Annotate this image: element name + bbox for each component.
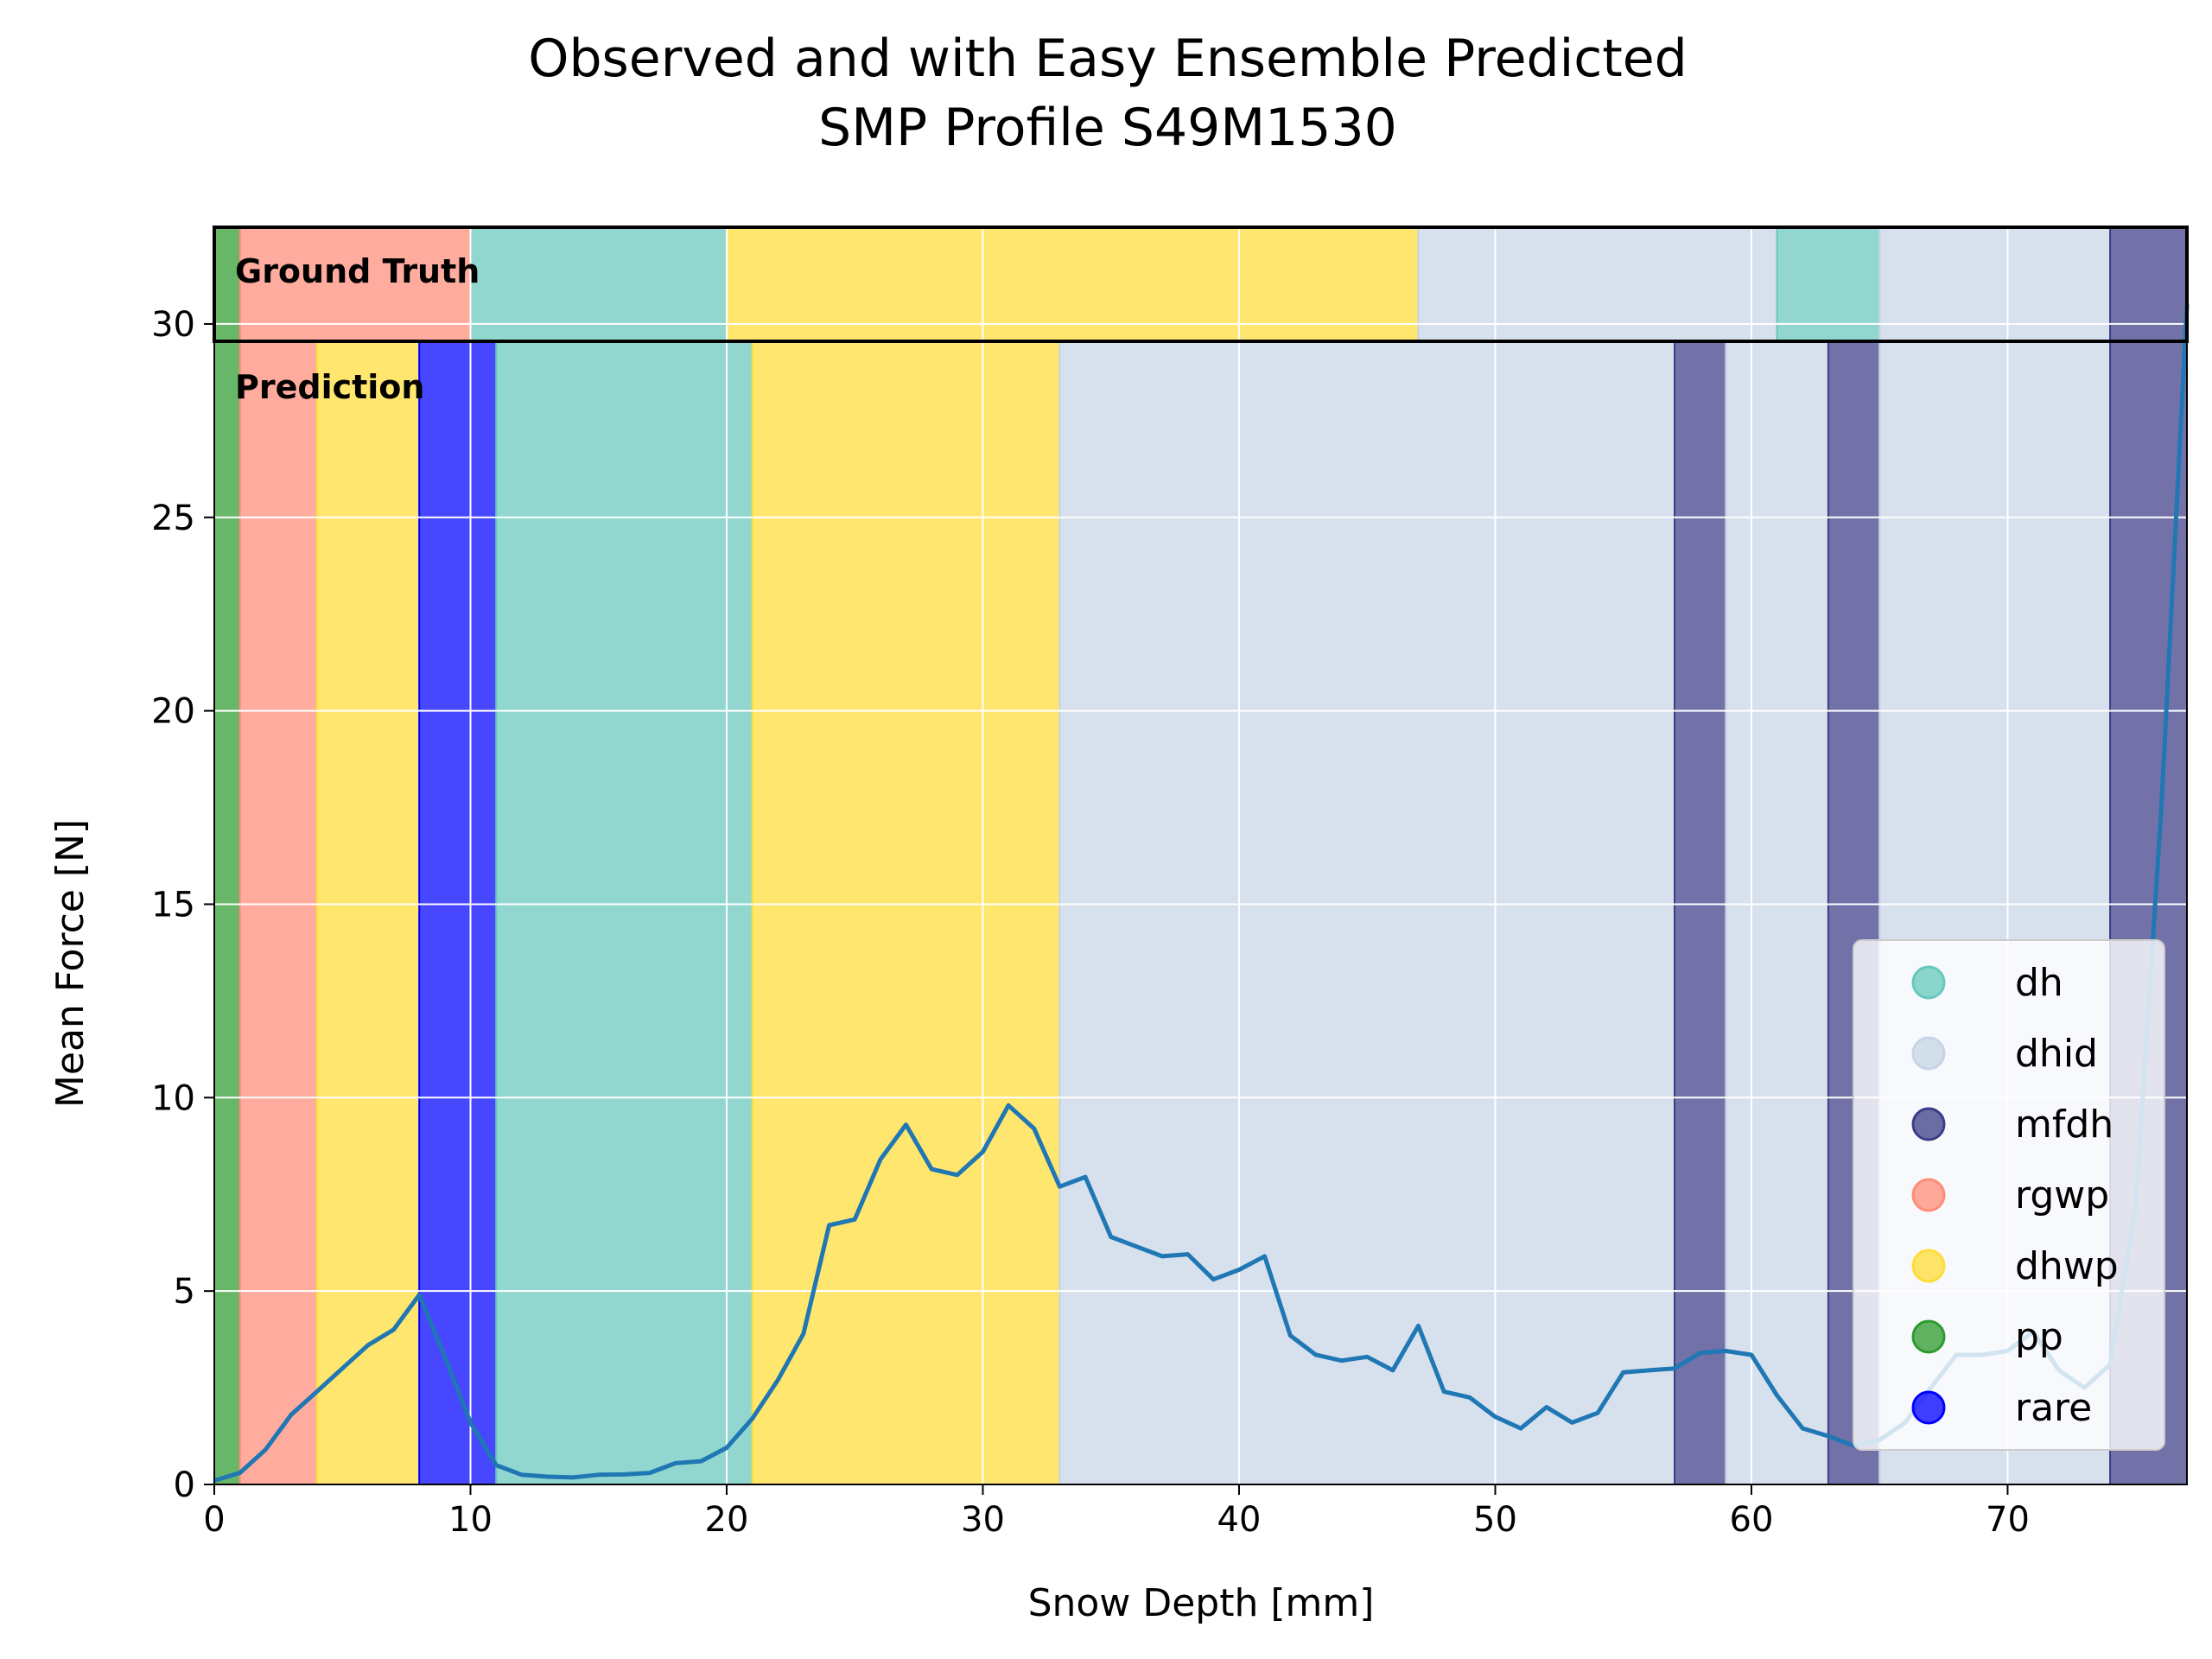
y-axis-ticks: 0 5 10 15 20 25 30 bbox=[151, 305, 214, 1505]
legend: dh dhid mfdh rgwp dhwp pp rare bbox=[1853, 939, 2165, 1451]
prediction-band-dh bbox=[495, 340, 753, 1485]
plot-area: Ground Truth Prediction 0 10 20 30 40 50 60 70 … bbox=[151, 226, 2190, 1540]
x-tick-label: 0 bbox=[203, 1500, 225, 1540]
y-tick-label: 25 bbox=[151, 499, 195, 538]
prediction-band-rare bbox=[418, 340, 498, 1485]
prediction-band-dhwp bbox=[751, 340, 1061, 1485]
y-tick-label: 15 bbox=[151, 885, 195, 925]
legend-label-mfdh: mfdh bbox=[2015, 1103, 2113, 1147]
x-tick-label: 50 bbox=[1473, 1500, 1517, 1540]
x-axis-label: Snow Depth [mm] bbox=[1028, 1581, 1375, 1625]
legend-box bbox=[1853, 939, 2165, 1451]
y-tick-label: 0 bbox=[174, 1465, 195, 1505]
x-tick-label: 40 bbox=[1217, 1500, 1262, 1540]
chart-title-line-2: SMP Profile S49M1530 bbox=[818, 98, 1397, 158]
legend-label-rgwp: rgwp bbox=[2015, 1173, 2109, 1217]
legend-label-rare: rare bbox=[2015, 1386, 2092, 1430]
legend-marker-rare bbox=[1911, 1390, 1946, 1425]
x-tick-label: 30 bbox=[961, 1500, 1005, 1540]
legend-marker-dh bbox=[1911, 965, 1946, 1000]
prediction-bands bbox=[213, 340, 2189, 1485]
x-tick-label: 20 bbox=[705, 1500, 749, 1540]
legend-label-pp: pp bbox=[2015, 1315, 2063, 1359]
ground-truth-band-pp bbox=[213, 226, 241, 342]
legend-marker-dhwp bbox=[1911, 1249, 1946, 1283]
prediction-band-dhid bbox=[1058, 340, 1676, 1485]
y-tick-label: 30 bbox=[151, 305, 195, 345]
legend-marker-dhid bbox=[1911, 1036, 1946, 1071]
ground-truth-box bbox=[213, 226, 2189, 343]
y-tick-label: 10 bbox=[151, 1078, 195, 1118]
prediction-band-dhid bbox=[1725, 340, 1829, 1485]
ground-truth-label: Ground Truth bbox=[235, 252, 480, 290]
legend-marker-pp bbox=[1911, 1319, 1946, 1354]
legend-marker-mfdh bbox=[1911, 1107, 1946, 1141]
x-axis-ticks: 0 10 20 30 40 50 60 70 bbox=[203, 1484, 2030, 1540]
prediction-band-mfdh bbox=[1674, 340, 1727, 1485]
prediction-band-pp bbox=[213, 340, 241, 1485]
y-tick-label: 20 bbox=[151, 692, 195, 732]
legend-label-dhwp: dhwp bbox=[2015, 1244, 2119, 1288]
ground-truth-bands bbox=[213, 226, 2189, 342]
prediction-band-rgwp bbox=[238, 340, 318, 1485]
x-tick-label: 70 bbox=[1986, 1500, 2030, 1540]
prediction-label: Prediction bbox=[235, 368, 424, 406]
legend-label-dh: dh bbox=[2015, 961, 2063, 1005]
ground-truth-band-dhwp bbox=[725, 226, 1420, 342]
x-tick-label: 10 bbox=[448, 1500, 493, 1540]
legend-marker-rgwp bbox=[1911, 1178, 1946, 1212]
ground-truth-band-dhid bbox=[1878, 226, 2112, 342]
x-tick-label: 60 bbox=[1730, 1500, 1774, 1540]
y-axis-label: Mean Force [N] bbox=[48, 819, 92, 1108]
chart-title-line-1: Observed and with Easy Ensemble Predicte… bbox=[528, 29, 1688, 89]
y-tick-label: 5 bbox=[174, 1272, 195, 1312]
ground-truth-band-mfdh bbox=[2109, 226, 2189, 342]
ground-truth-band-dh bbox=[469, 226, 728, 342]
legend-label-dhid: dhid bbox=[2015, 1032, 2098, 1076]
